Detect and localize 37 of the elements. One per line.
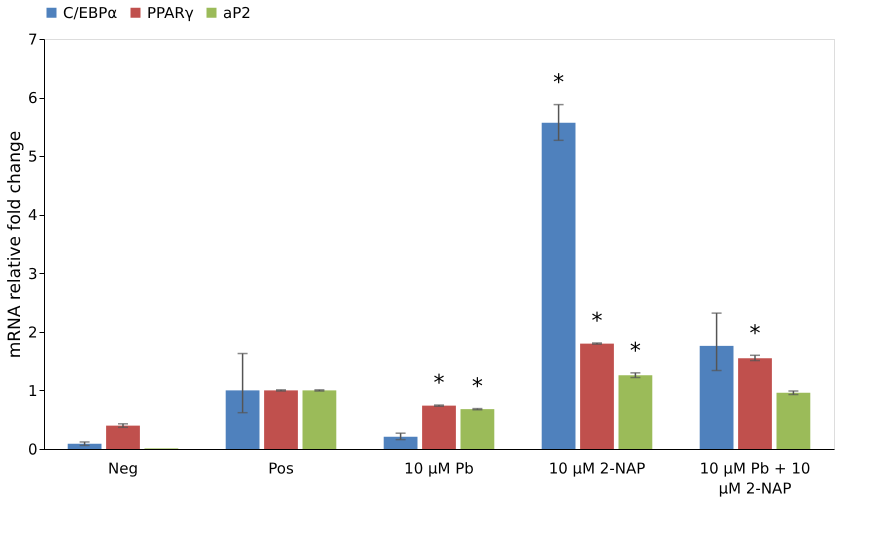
data-label: * <box>434 371 444 396</box>
y-tick-label: 3 <box>28 264 38 283</box>
bar <box>542 122 576 449</box>
bar <box>460 409 494 449</box>
y-tick-label: 5 <box>28 148 38 166</box>
y-tick-label: 0 <box>28 440 38 458</box>
x-tick-label: 10 µM 2-NAP <box>548 460 646 478</box>
data-label: * <box>750 321 760 346</box>
bar <box>422 406 456 449</box>
bar <box>776 392 810 449</box>
x-tick-label: 10 µM Pb + 10 µM 2-NAP <box>700 460 810 498</box>
bar <box>580 344 614 449</box>
y-tick-label: 7 <box>28 30 38 48</box>
y-tick-label: 2 <box>28 323 38 342</box>
data-label: * <box>630 338 641 364</box>
bar <box>302 390 336 449</box>
bar <box>384 436 418 449</box>
bar <box>264 390 298 449</box>
bar <box>738 358 772 449</box>
bar <box>618 375 652 449</box>
x-tick-label: Pos <box>268 460 294 478</box>
bar <box>68 444 102 449</box>
y-tick-label: 4 <box>28 206 38 224</box>
legend-label: C/EBPα <box>63 4 118 22</box>
y-tick-label: 6 <box>28 89 38 108</box>
bar <box>106 426 140 449</box>
bar <box>700 346 734 449</box>
bar <box>226 390 260 449</box>
y-axis-title: mRNA relative fold change <box>4 130 25 358</box>
x-tick-label: Neg <box>108 460 138 478</box>
legend-label: aP2 <box>223 4 251 22</box>
data-label: * <box>592 308 602 334</box>
data-label: * <box>553 70 564 96</box>
legend-label: PPARγ <box>147 4 194 22</box>
y-tick-label: 1 <box>28 382 38 400</box>
x-tick-label: 10 µM Pb <box>404 460 474 478</box>
data-label: * <box>472 374 483 400</box>
